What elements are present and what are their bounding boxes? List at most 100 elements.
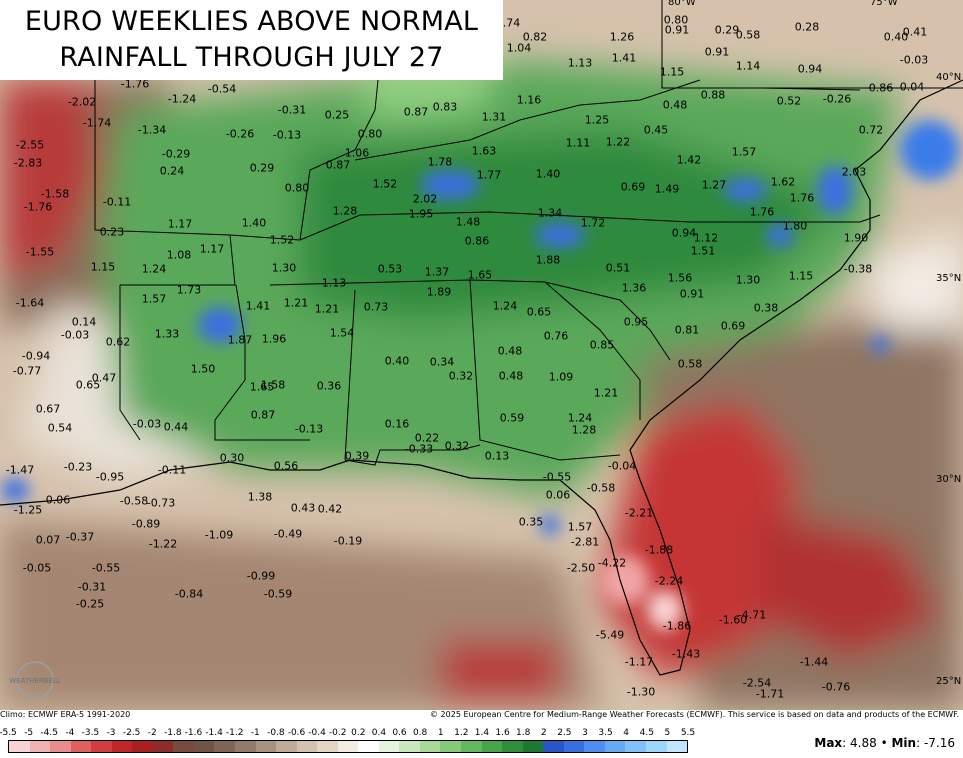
anomaly-value-label: 0.28 — [794, 20, 820, 34]
anomaly-value-label: -0.03 — [899, 53, 929, 67]
anomaly-value-label: 0.80 — [357, 127, 383, 141]
anomaly-value-label: -1.24 — [167, 92, 197, 106]
legend-tick-label: 4 — [623, 728, 630, 738]
anomaly-value-label: 1.15 — [659, 65, 685, 79]
anomaly-value-label: 1.57 — [731, 145, 757, 159]
title-box: EURO WEEKLIES ABOVE NORMAL RAINFALL THRO… — [0, 0, 503, 80]
lat-label-40: 40°N — [936, 72, 962, 83]
anomaly-value-label: 0.22 — [414, 431, 440, 445]
legend-tick-label: 1.6 — [495, 728, 510, 738]
anomaly-value-label: 1.37 — [424, 265, 450, 279]
anomaly-value-label: 0.38 — [753, 301, 779, 315]
legend-tick-label: -5.5 — [0, 728, 17, 738]
legend-color-cell — [481, 741, 503, 752]
anomaly-value-label: -0.58 — [586, 481, 616, 495]
anomaly-value-label: -1.74 — [82, 116, 112, 130]
anomaly-value-label: 2.02 — [412, 192, 438, 206]
legend-color-cell — [337, 741, 359, 752]
legend-color-cell — [70, 741, 92, 752]
anomaly-value-label: 1.40 — [535, 167, 561, 181]
anomaly-value-label: 0.06 — [45, 493, 71, 507]
anomaly-value-label: 0.94 — [671, 226, 697, 240]
anomaly-value-label: -4.22 — [597, 556, 627, 570]
legend-color-cell — [50, 741, 71, 752]
anomaly-value-label: -4.71 — [737, 608, 767, 622]
anomaly-value-label: -1.44 — [799, 655, 829, 669]
anomaly-value-label: -0.38 — [843, 262, 873, 276]
lon-label-80: 80°W — [668, 0, 696, 8]
legend-color-cell — [625, 741, 646, 752]
anomaly-value-label: 0.45 — [643, 123, 669, 137]
anomaly-value-label: 1.78 — [427, 155, 453, 169]
anomaly-value-label: 1.40 — [241, 216, 267, 230]
anomaly-value-label: -5.49 — [595, 628, 625, 642]
legend-color-cell — [378, 741, 400, 752]
legend-color-cell — [645, 741, 667, 752]
anomaly-value-label: 1.48 — [455, 215, 481, 229]
anomaly-value-label: 0.53 — [377, 262, 403, 276]
anomaly-value-label: 1.28 — [571, 423, 597, 437]
anomaly-value-label: -1.09 — [204, 528, 234, 542]
anomaly-value-label: 0.87 — [403, 105, 429, 119]
anomaly-value-label: -0.26 — [822, 92, 852, 106]
anomaly-value-label: 1.57 — [567, 520, 593, 534]
legend-tick-label: 5.5 — [680, 728, 696, 738]
anomaly-value-label: 0.48 — [662, 98, 688, 112]
anomaly-value-label: 0.87 — [325, 158, 351, 172]
anomaly-value-label: 0.87 — [250, 408, 276, 422]
map-canvas — [0, 0, 963, 710]
anomaly-value-label: 1.09 — [548, 370, 574, 384]
legend-tick-label: 5 — [664, 728, 671, 738]
anomaly-value-label: 1.17 — [167, 217, 193, 231]
legend-color-cell — [276, 741, 297, 752]
anomaly-value-label: 0.56 — [273, 459, 299, 473]
footer-strip — [0, 710, 963, 721]
anomaly-value-label: 1.49 — [654, 182, 680, 196]
legend-tick-label: -1.4 — [205, 728, 223, 738]
anomaly-value-label: 1.38 — [247, 490, 273, 504]
legend-tick-label: 1.4 — [474, 728, 490, 738]
title-line-2: RAINFALL THROUGH JULY 27 — [59, 42, 444, 73]
anomaly-value-label: 0.83 — [432, 100, 458, 114]
anomaly-value-label: 1.58 — [260, 378, 286, 392]
anomaly-value-label: -2.81 — [570, 535, 600, 549]
anomaly-value-label: 0.54 — [47, 421, 73, 435]
anomaly-value-label: 0.44 — [163, 420, 189, 434]
svg-text:WEATHERBELL: WEATHERBELL — [9, 677, 61, 685]
legend-color-cell — [235, 741, 256, 752]
anomaly-value-label: -0.84 — [174, 587, 204, 601]
anomaly-value-label: -2.21 — [624, 506, 654, 520]
anomaly-value-label: 1.17 — [199, 242, 225, 256]
anomaly-value-label: 1.54 — [329, 326, 355, 340]
anomaly-value-label: 1.22 — [605, 135, 631, 149]
legend-tick-label: -3.5 — [81, 728, 100, 738]
anomaly-value-label: 0.47 — [91, 371, 117, 385]
climo-note: Climo: ECMWF ERA-5 1991-2020 — [0, 710, 131, 719]
anomaly-value-label: 0.86 — [464, 234, 490, 248]
graticule-box — [661, 0, 963, 89]
anomaly-value-label: -1.22 — [148, 537, 178, 551]
anomaly-value-label: -0.31 — [77, 580, 107, 594]
max-value: 4.88 — [850, 736, 877, 750]
anomaly-value-label: 0.16 — [384, 417, 410, 431]
anomaly-value-label: -0.19 — [333, 534, 363, 548]
legend-tick-label: -3 — [106, 728, 116, 738]
anomaly-value-label: 1.63 — [471, 144, 497, 158]
anomaly-value-label: 0.25 — [324, 108, 350, 122]
anomaly-value-label: -0.77 — [12, 364, 42, 378]
copyright-note: © 2025 European Centre for Medium-Range … — [430, 710, 959, 719]
anomaly-value-label: 1.13 — [567, 56, 593, 70]
anomaly-value-label: -0.49 — [273, 527, 303, 541]
anomaly-value-label: 0.73 — [363, 300, 389, 314]
anomaly-value-label: 1.06 — [344, 146, 370, 160]
anomaly-value-label: 1.11 — [565, 136, 591, 150]
legend-color-cell — [502, 741, 523, 752]
anomaly-value-label: 0.29 — [249, 161, 275, 175]
anomaly-value-label: -2.55 — [15, 138, 45, 152]
legend-color-cell — [399, 741, 420, 752]
anomaly-value-label: -1.43 — [671, 647, 701, 661]
legend-color-cell — [461, 741, 482, 752]
anomaly-value-label: -0.59 — [263, 587, 293, 601]
anomaly-value-label: 1.65 — [467, 268, 493, 282]
legend-color-cell — [358, 741, 379, 752]
